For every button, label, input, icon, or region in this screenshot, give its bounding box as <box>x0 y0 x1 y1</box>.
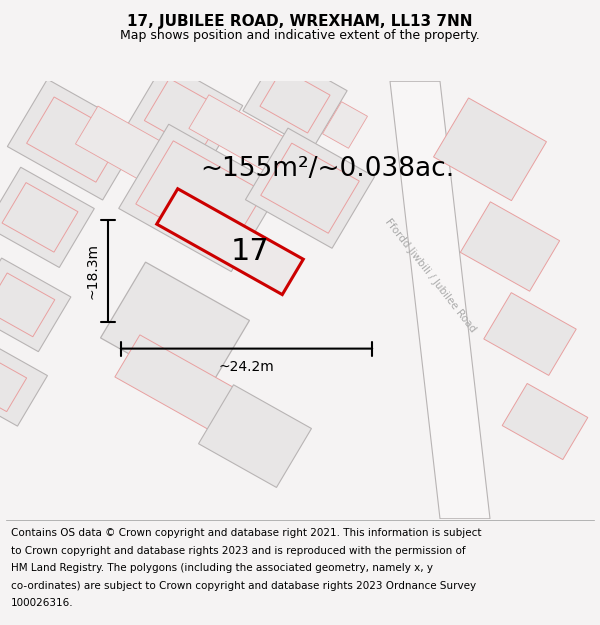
Text: co-ordinates) are subject to Crown copyright and database rights 2023 Ordnance S: co-ordinates) are subject to Crown copyr… <box>11 581 476 591</box>
Polygon shape <box>0 258 71 352</box>
Text: Contains OS data © Crown copyright and database right 2021. This information is : Contains OS data © Crown copyright and d… <box>11 528 481 538</box>
Text: HM Land Registry. The polygons (including the associated geometry, namely x, y: HM Land Registry. The polygons (includin… <box>11 563 433 573</box>
Polygon shape <box>0 168 94 268</box>
Polygon shape <box>260 68 330 133</box>
Polygon shape <box>157 189 303 294</box>
Polygon shape <box>127 62 243 169</box>
Text: ~18.3m: ~18.3m <box>86 243 100 299</box>
Polygon shape <box>460 202 560 291</box>
Polygon shape <box>245 128 374 248</box>
Polygon shape <box>484 292 576 376</box>
Polygon shape <box>2 182 78 252</box>
Polygon shape <box>0 354 26 412</box>
Polygon shape <box>243 52 347 149</box>
Polygon shape <box>434 98 547 201</box>
Polygon shape <box>115 335 235 431</box>
Polygon shape <box>0 339 47 426</box>
Polygon shape <box>0 273 55 337</box>
Polygon shape <box>390 81 490 519</box>
Text: ~24.2m: ~24.2m <box>218 360 274 374</box>
Polygon shape <box>76 106 185 192</box>
Text: to Crown copyright and database rights 2023 and is reproduced with the permissio: to Crown copyright and database rights 2… <box>11 546 466 556</box>
Polygon shape <box>136 141 264 255</box>
Polygon shape <box>189 95 291 174</box>
Polygon shape <box>502 384 588 459</box>
Polygon shape <box>199 385 311 488</box>
Polygon shape <box>119 124 281 272</box>
Text: 100026316.: 100026316. <box>11 598 73 608</box>
Text: ~155m²/~0.038ac.: ~155m²/~0.038ac. <box>200 156 454 182</box>
Polygon shape <box>145 78 226 152</box>
Polygon shape <box>323 102 367 148</box>
Text: 17, JUBILEE ROAD, WREXHAM, LL13 7NN: 17, JUBILEE ROAD, WREXHAM, LL13 7NN <box>127 14 473 29</box>
Polygon shape <box>101 262 250 396</box>
Polygon shape <box>26 97 124 182</box>
Polygon shape <box>7 79 143 200</box>
Text: 17: 17 <box>230 237 269 266</box>
Text: Ffordd Jiwbili / Jubilee Road: Ffordd Jiwbili / Jubilee Road <box>383 217 478 334</box>
Polygon shape <box>261 143 359 233</box>
Text: Map shows position and indicative extent of the property.: Map shows position and indicative extent… <box>120 29 480 42</box>
